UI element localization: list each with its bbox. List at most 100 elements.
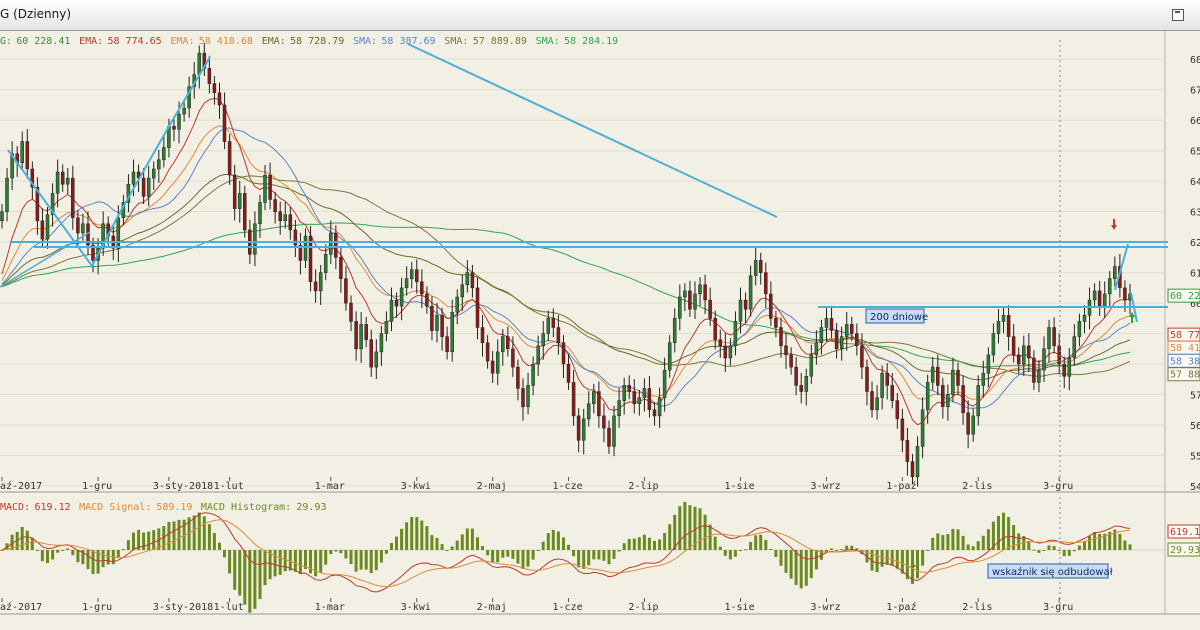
macd-histogram-bar — [172, 521, 176, 550]
macd-histogram-bar — [374, 550, 378, 571]
macd-histogram-bar — [349, 550, 353, 565]
candle — [182, 107, 186, 115]
macd-histogram-bar — [986, 529, 990, 550]
trend-line-zigzag[interactable] — [7, 56, 211, 268]
macd-legend: MACD: 619.12 MACD Signal: 589.19 MACD Histog… — [0, 502, 327, 513]
candle — [693, 293, 697, 310]
candle — [991, 333, 996, 356]
candle — [364, 324, 368, 340]
candle — [521, 388, 525, 408]
minimize-icon[interactable] — [1172, 9, 1184, 21]
candle — [146, 177, 151, 197]
price-legend-value: 58 387.69 — [381, 36, 435, 47]
candle — [440, 315, 444, 337]
candle — [936, 366, 940, 386]
trend-line-down[interactable] — [407, 43, 778, 218]
macd-histogram-bar — [1113, 529, 1117, 550]
macd-histogram-bar — [708, 524, 712, 550]
macd-histogram-bar — [25, 530, 29, 550]
trend-lines[interactable] — [0, 40, 1168, 612]
candle — [81, 223, 85, 234]
candle — [662, 369, 667, 398]
macd-histogram-bar — [258, 550, 262, 600]
candle — [389, 299, 394, 322]
macd-histogram-bar — [612, 550, 616, 559]
macd-histogram-bar — [445, 550, 449, 551]
macd-histogram-bar — [96, 550, 100, 574]
candle — [359, 324, 363, 350]
candle — [683, 290, 687, 298]
annotation-200-text: 200 dniowe — [870, 312, 928, 323]
candle — [232, 174, 237, 209]
breakout-line[interactable] — [1114, 243, 1129, 291]
macd-histogram-bar — [966, 544, 970, 550]
annotation-200[interactable]: 200 dniowe — [865, 308, 928, 324]
candle — [839, 336, 844, 350]
macd-histogram-bar — [460, 534, 464, 550]
candle — [490, 360, 495, 374]
candle — [501, 336, 505, 353]
candle — [946, 394, 950, 408]
macd-histogram-bar — [637, 537, 641, 550]
candle — [40, 220, 45, 240]
x-tick-label: 2-maj — [477, 602, 507, 613]
candle — [723, 345, 728, 359]
macd-histogram-bar — [997, 515, 1000, 550]
macd-histogram-bar — [56, 550, 60, 553]
annotation-box — [865, 308, 925, 324]
macd-histogram-bar — [268, 550, 272, 580]
macd-histogram-bar — [855, 548, 859, 550]
macd-histogram-bar — [642, 534, 646, 550]
macd-histogram-bar — [30, 537, 34, 550]
macd-histogram-bar — [936, 533, 940, 550]
macd-line — [1, 512, 1131, 593]
macd-histogram-bar — [202, 516, 206, 550]
macd-histogram-bar — [405, 522, 409, 550]
x-tick-label: 1-paź — [886, 480, 916, 492]
macd-histogram-bar — [334, 550, 338, 552]
annotation-macd[interactable]: wskaźnik się odbudował — [987, 563, 1113, 579]
right-axis: 686766656463626160595857565554 — [1190, 55, 1200, 493]
pullback-line[interactable] — [1130, 292, 1138, 323]
macd-histogram-bar — [1083, 541, 1086, 550]
y-tick-label: 57 — [1190, 391, 1200, 402]
candle — [0, 211, 4, 222]
macd-badge — [1167, 524, 1200, 539]
candle — [399, 287, 404, 307]
macd-histogram-bar — [228, 550, 232, 574]
x-tick-label: 3-wrz — [811, 602, 841, 613]
macd-histogram-bar — [61, 550, 65, 551]
macd-histogram-bar — [126, 540, 130, 550]
candle — [450, 311, 454, 353]
candle — [1047, 327, 1051, 350]
candle — [1113, 266, 1117, 279]
macd-histogram-bar — [921, 550, 925, 566]
macd-histogram-bar — [1052, 546, 1056, 550]
candle — [435, 315, 439, 331]
candle — [5, 177, 9, 212]
macd-histogram-bar — [304, 550, 307, 569]
macd-histogram-bar — [476, 537, 479, 550]
macd-histogram-bar — [926, 550, 930, 551]
macd-histogram-bar — [440, 544, 444, 550]
macd-histogram-bar — [1047, 545, 1051, 550]
macd-histogram-bar — [76, 550, 80, 563]
macd-badge-text: 29.93 — [1170, 545, 1200, 556]
macd-histogram-bar — [465, 528, 469, 550]
macd-histogram-bar — [840, 549, 844, 550]
candle — [880, 372, 884, 398]
y-tick-label: 64 — [1190, 177, 1200, 188]
candle — [875, 397, 879, 411]
macd-histogram-bar — [86, 550, 90, 570]
candle — [536, 345, 540, 365]
candle — [890, 385, 894, 401]
candle — [415, 269, 419, 283]
price-badge-text: 57 88 — [1170, 370, 1200, 381]
candle — [172, 126, 176, 130]
candle — [313, 281, 318, 292]
price-legend-value: 58 774.65 — [108, 36, 162, 47]
price-badge-text: 58 41 — [1170, 343, 1200, 354]
candle — [804, 376, 809, 392]
